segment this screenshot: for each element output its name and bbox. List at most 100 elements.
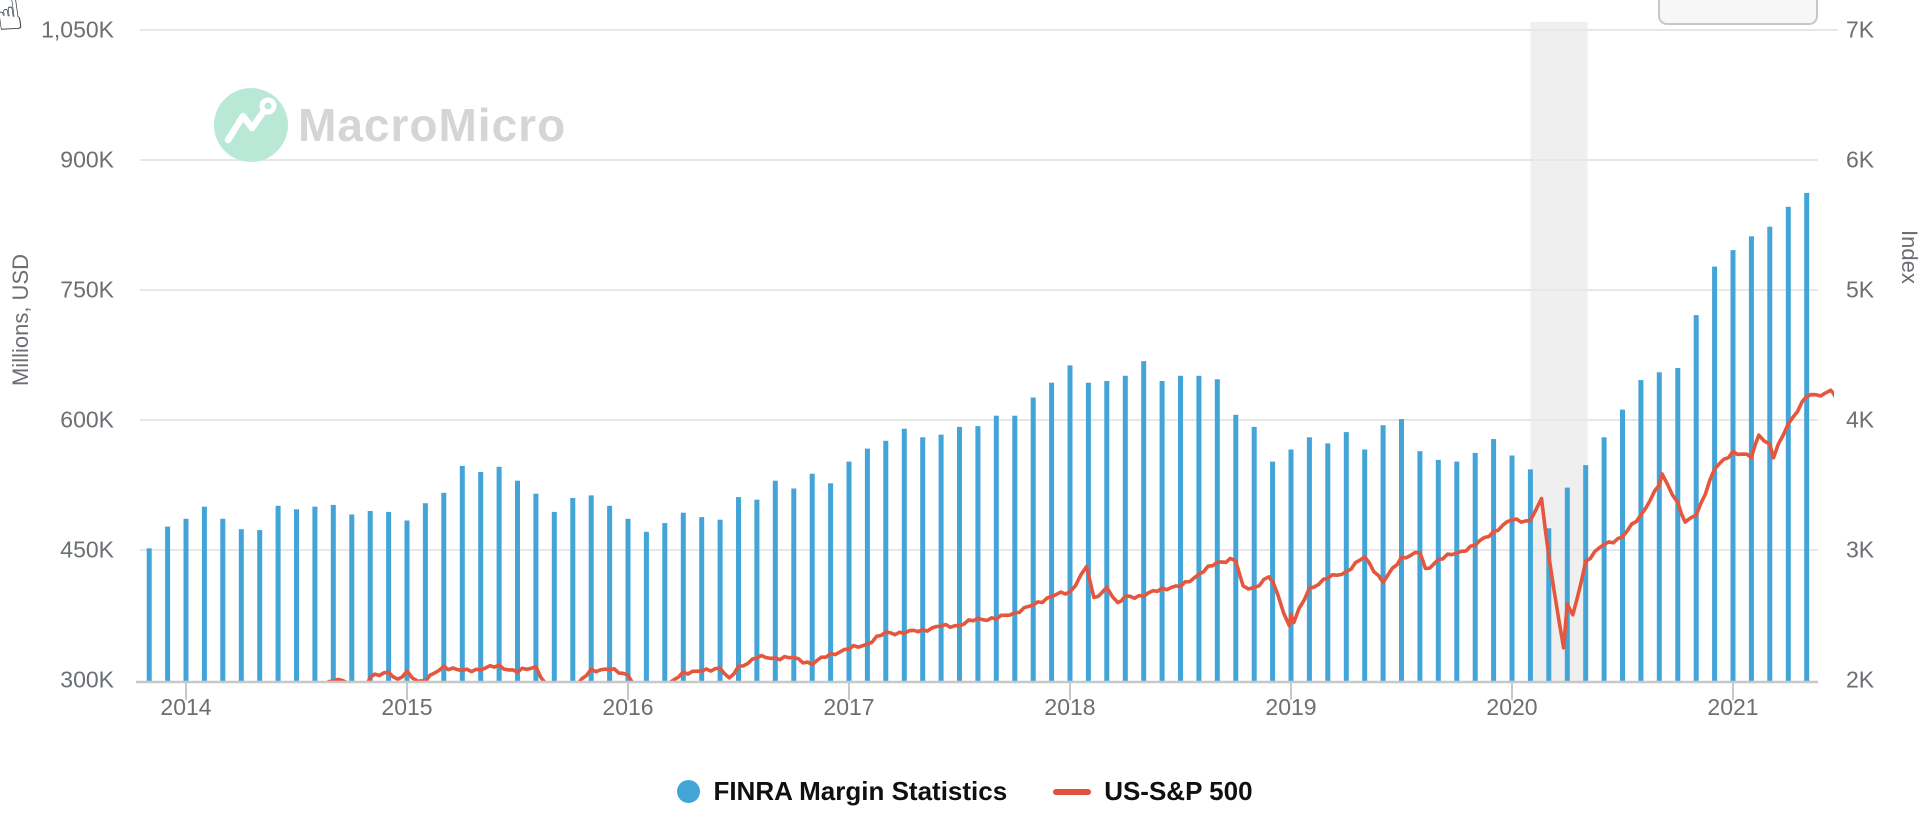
- margin-bar[interactable]: [349, 514, 355, 682]
- margin-bar[interactable]: [1085, 382, 1091, 681]
- chart-toolbar-button[interactable]: [1658, 0, 1818, 25]
- margin-bar[interactable]: [993, 415, 999, 681]
- margin-bar[interactable]: [1196, 375, 1202, 681]
- margin-bar[interactable]: [1270, 461, 1276, 681]
- margin-bar[interactable]: [680, 512, 686, 681]
- margin-bar[interactable]: [1472, 452, 1478, 681]
- margin-bar[interactable]: [1656, 372, 1662, 681]
- margin-bar[interactable]: [1178, 375, 1183, 681]
- margin-bar[interactable]: [791, 488, 797, 682]
- margin-bar[interactable]: [1583, 465, 1589, 681]
- margin-bar[interactable]: [515, 480, 520, 681]
- margin-bar[interactable]: [736, 497, 741, 681]
- margin-bar[interactable]: [1417, 451, 1423, 681]
- margin-bar[interactable]: [1306, 437, 1312, 681]
- margin-bar[interactable]: [1141, 361, 1147, 681]
- margin-bar[interactable]: [1712, 266, 1718, 681]
- margin-bar[interactable]: [1122, 375, 1128, 681]
- margin-bar[interactable]: [1601, 437, 1607, 681]
- margin-bar[interactable]: [1767, 226, 1773, 681]
- legend-item-sp500[interactable]: US-S&P 500: [1053, 776, 1253, 807]
- margin-bar[interactable]: [864, 448, 870, 681]
- margin-bar[interactable]: [920, 437, 926, 681]
- margin-bar[interactable]: [1527, 469, 1533, 681]
- margin-bar[interactable]: [1362, 449, 1368, 682]
- legend-item-finra[interactable]: FINRA Margin Statistics: [677, 776, 1007, 807]
- margin-bar[interactable]: [957, 426, 962, 681]
- margin-bar[interactable]: [1325, 443, 1331, 681]
- margin-bar[interactable]: [1288, 449, 1294, 682]
- margin-bar[interactable]: [717, 519, 723, 681]
- finra-legend-label: FINRA Margin Statistics: [713, 776, 1008, 806]
- finra-margin-bars[interactable]: [146, 192, 1810, 682]
- margin-bar[interactable]: [625, 518, 631, 681]
- margin-bar[interactable]: [699, 517, 705, 681]
- margin-bar[interactable]: [1214, 379, 1220, 681]
- margin-bar[interactable]: [1233, 414, 1239, 681]
- margin-bar[interactable]: [1454, 461, 1460, 681]
- margin-bar[interactable]: [1343, 432, 1349, 681]
- margin-bar[interactable]: [1399, 419, 1404, 681]
- margin-bar[interactable]: [441, 492, 447, 681]
- margin-bar[interactable]: [1620, 409, 1625, 681]
- margin-bar[interactable]: [1435, 459, 1441, 681]
- margin-bar[interactable]: [570, 498, 576, 681]
- margin-bar[interactable]: [294, 509, 299, 681]
- margin-bar[interactable]: [883, 440, 889, 681]
- margin-bar[interactable]: [846, 461, 852, 681]
- margin-bar[interactable]: [607, 505, 613, 681]
- sp500-line[interactable]: [297, 388, 1837, 704]
- margin-bar[interactable]: [1380, 425, 1386, 681]
- margin-bar[interactable]: [404, 520, 410, 682]
- margin-bar[interactable]: [275, 505, 281, 681]
- margin-bar[interactable]: [238, 529, 244, 681]
- margin-bar[interactable]: [165, 526, 171, 681]
- margin-bar[interactable]: [828, 483, 834, 681]
- left-axis-title: Millions, USD: [8, 253, 33, 387]
- watermark: MacroMicro: [213, 87, 566, 163]
- margin-bar[interactable]: [1049, 382, 1055, 681]
- margin-bar[interactable]: [1491, 439, 1497, 681]
- margin-bar[interactable]: [1638, 380, 1644, 681]
- margin-bar[interactable]: [1030, 397, 1036, 682]
- margin-bar[interactable]: [1730, 250, 1736, 681]
- margin-bar[interactable]: [1159, 381, 1165, 681]
- margin-bar[interactable]: [257, 530, 263, 681]
- margin-bar[interactable]: [1804, 192, 1810, 681]
- margin-bar[interactable]: [422, 503, 428, 681]
- margin-bar[interactable]: [459, 465, 465, 681]
- margin-bar[interactable]: [478, 472, 484, 681]
- margin-bar[interactable]: [330, 504, 336, 681]
- margin-bar[interactable]: [551, 511, 557, 681]
- finra-legend-dot-icon: [677, 780, 701, 803]
- margin-bar[interactable]: [220, 518, 226, 681]
- margin-bar[interactable]: [367, 511, 373, 681]
- margin-bar[interactable]: [1012, 415, 1018, 681]
- margin-bar[interactable]: [1675, 368, 1681, 681]
- margin-bar[interactable]: [1067, 365, 1073, 681]
- margin-bar[interactable]: [975, 426, 981, 681]
- margin-bar[interactable]: [588, 495, 594, 681]
- margin-bar[interactable]: [386, 511, 392, 681]
- margin-bar[interactable]: [1693, 315, 1699, 681]
- margin-bar[interactable]: [1546, 528, 1552, 681]
- margin-bar[interactable]: [1564, 487, 1570, 681]
- margin-bar[interactable]: [146, 548, 152, 681]
- margin-bar[interactable]: [809, 473, 815, 681]
- margin-bar[interactable]: [1509, 455, 1515, 682]
- margin-bar[interactable]: [1251, 426, 1257, 681]
- margin-bar[interactable]: [643, 531, 649, 681]
- margin-bar[interactable]: [1785, 206, 1791, 682]
- margin-bar[interactable]: [496, 466, 502, 681]
- margin-bar[interactable]: [772, 480, 778, 681]
- margin-bar[interactable]: [312, 506, 318, 681]
- margin-bar[interactable]: [662, 523, 668, 681]
- sp500-line-path[interactable]: [297, 388, 1837, 704]
- margin-bar[interactable]: [183, 518, 189, 681]
- margin-bar[interactable]: [901, 428, 907, 681]
- margin-bar[interactable]: [533, 493, 539, 681]
- margin-bar[interactable]: [201, 506, 207, 681]
- margin-bar[interactable]: [938, 434, 944, 681]
- margin-bar[interactable]: [754, 499, 760, 681]
- margin-bar[interactable]: [1104, 381, 1110, 681]
